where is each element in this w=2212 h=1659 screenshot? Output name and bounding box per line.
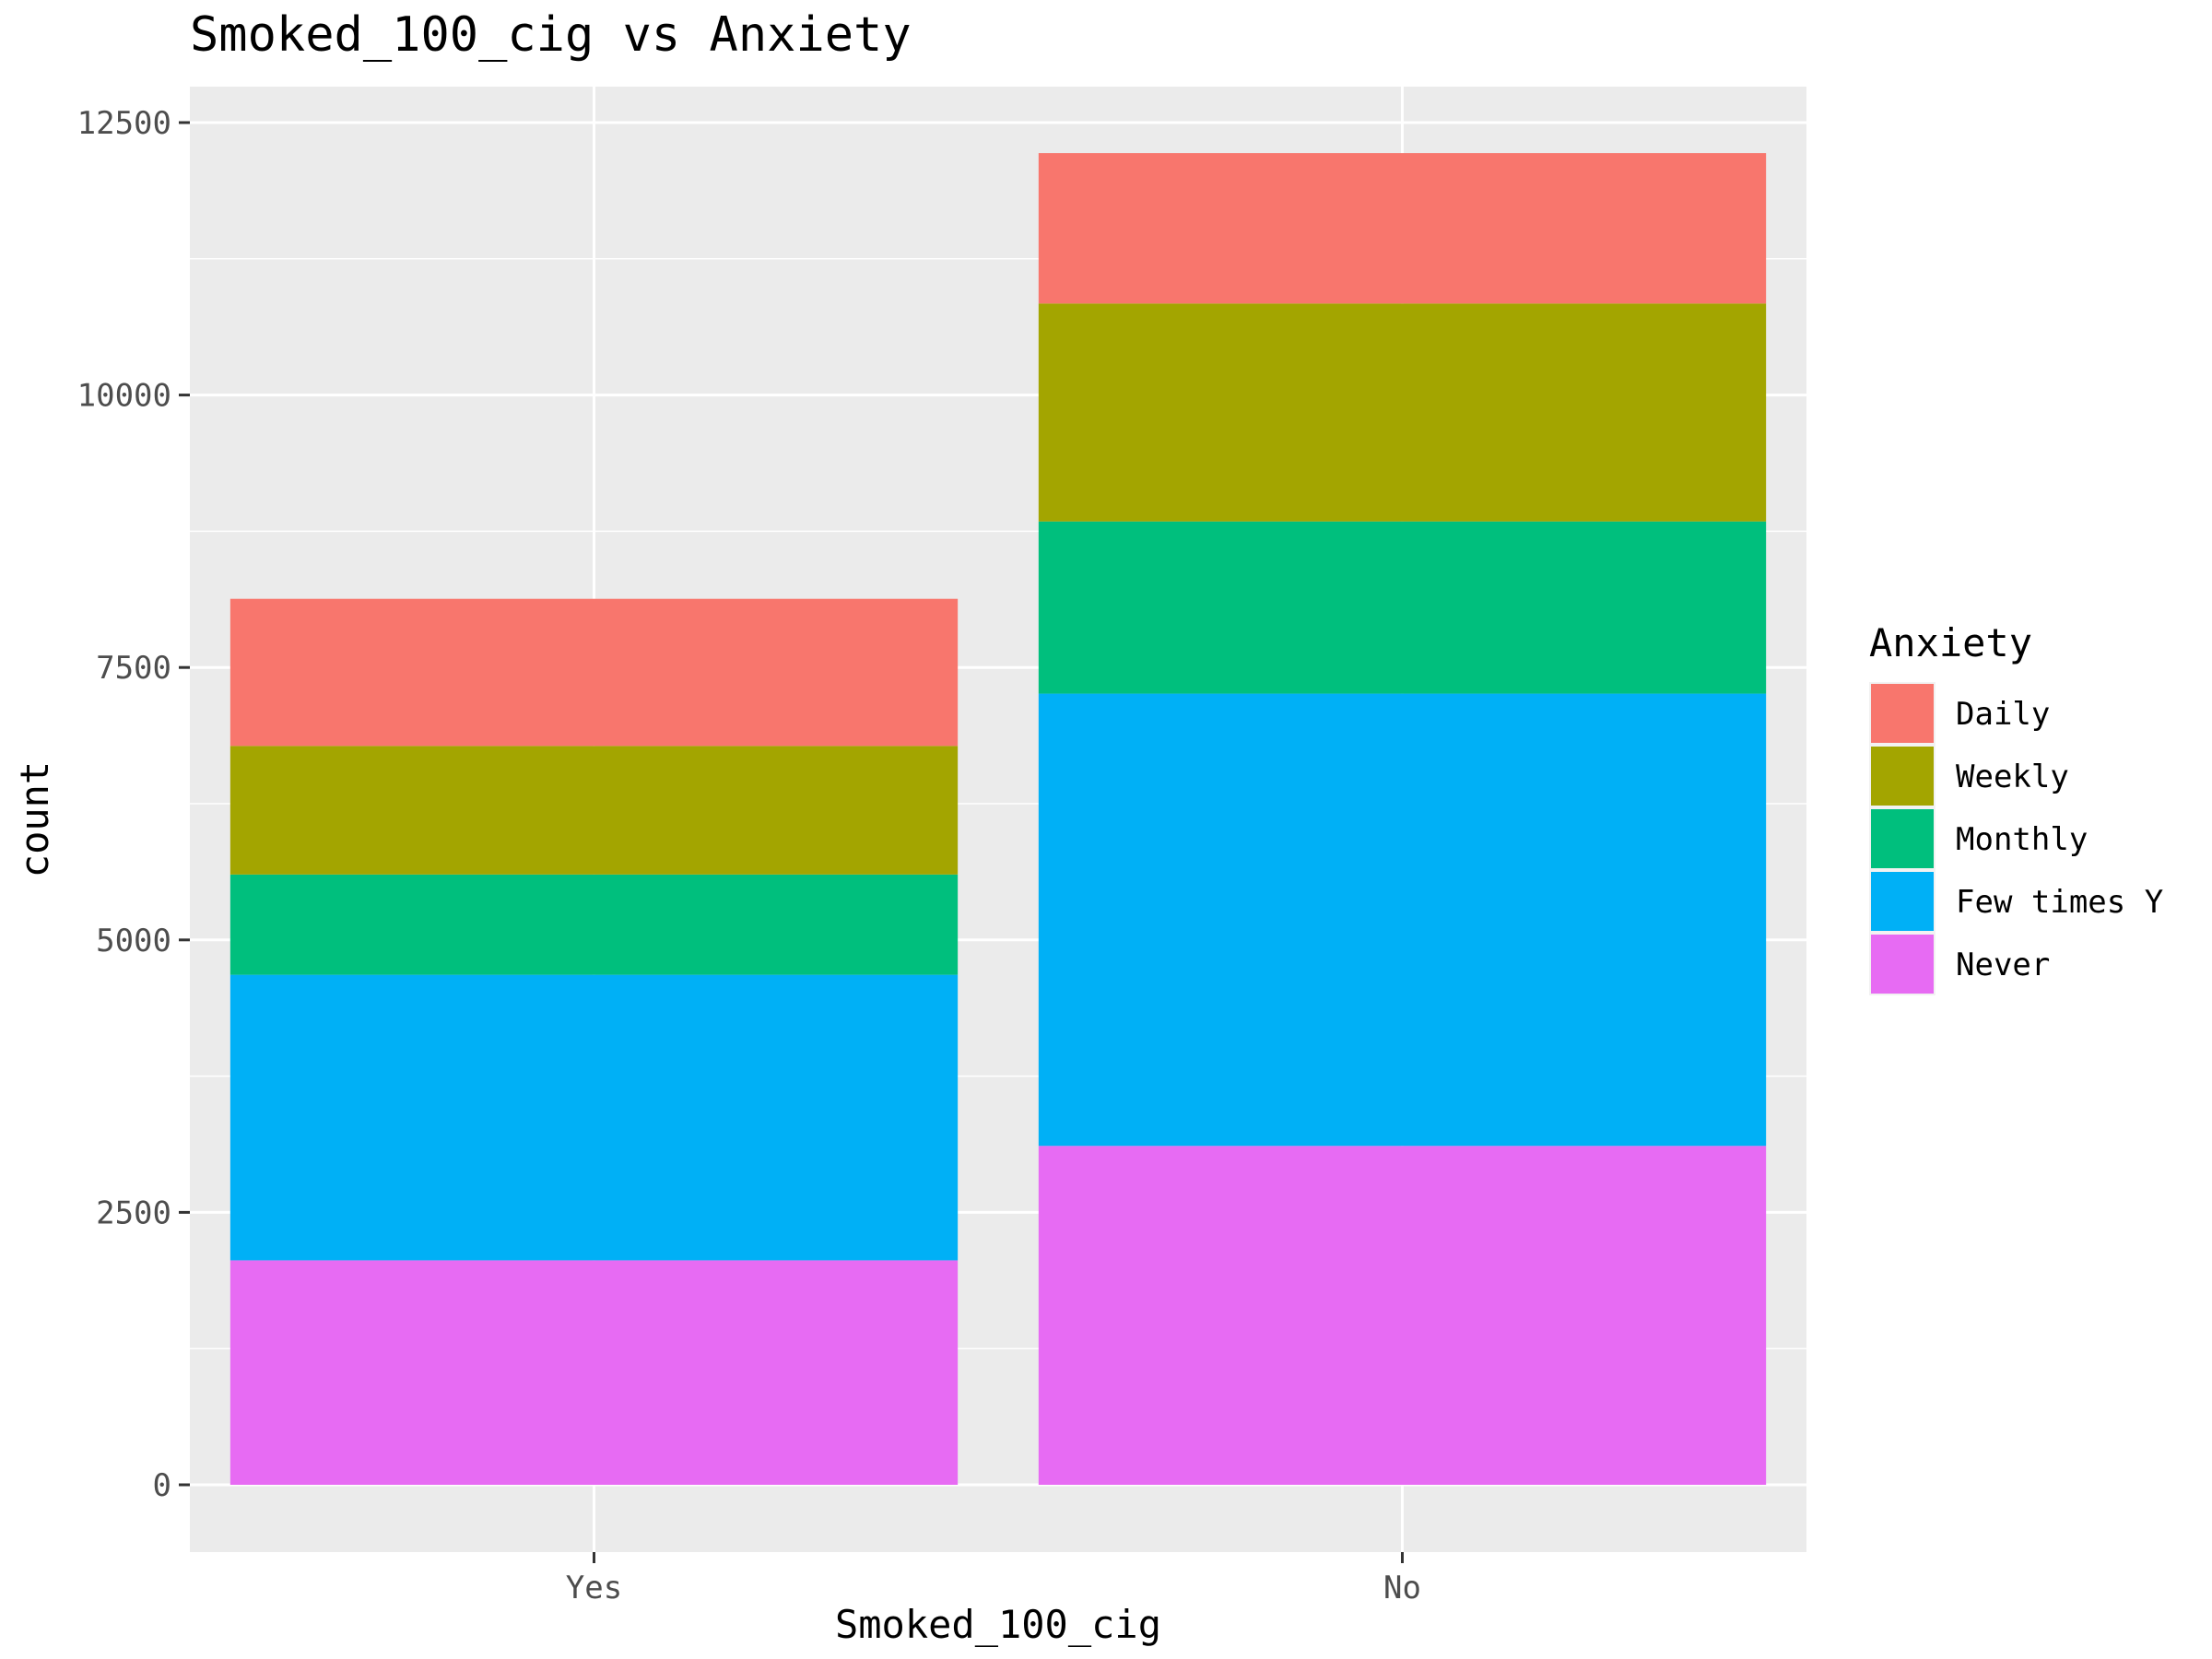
legend-swatch xyxy=(1871,747,1934,806)
legend-label: Never xyxy=(1956,947,2050,983)
legend-title: Anxiety xyxy=(1869,620,2032,665)
legend-label: Daily xyxy=(1956,696,2050,733)
legend-swatch xyxy=(1871,935,1934,994)
y-tick-label: 5000 xyxy=(96,923,171,959)
bar-segment xyxy=(229,974,959,1261)
bar-segment xyxy=(229,874,959,975)
x-axis: Yes No xyxy=(566,1552,1421,1606)
legend-swatch xyxy=(1871,809,1934,868)
bar-segment xyxy=(229,1260,959,1485)
chart-title: Smoked_100_cig vs Anxiety xyxy=(190,7,912,63)
legend-swatch xyxy=(1871,684,1934,743)
legend-swatch xyxy=(1871,872,1934,931)
y-tick-label: 0 xyxy=(153,1467,171,1504)
y-axis: 0 2500 5000 7500 10000 12500 xyxy=(77,105,190,1504)
legend-label: Monthly xyxy=(1956,821,2088,858)
x-tick-label: Yes xyxy=(566,1570,622,1606)
x-tick-label: No xyxy=(1383,1570,1421,1606)
bars xyxy=(229,153,1767,1485)
bar-segment xyxy=(1038,521,1767,694)
bar-segment xyxy=(229,598,959,747)
bar-segment xyxy=(1038,1146,1767,1485)
legend: Anxiety Daily Weekly Monthly Few times Y Nev… xyxy=(1869,620,2163,995)
y-tick-label: 7500 xyxy=(96,650,171,687)
y-tick-label: 2500 xyxy=(96,1194,171,1231)
y-tick-label: 12500 xyxy=(77,105,171,142)
legend-label: Few times Y xyxy=(1956,884,2163,921)
legend-label: Weekly xyxy=(1956,759,2069,795)
x-axis-title: Smoked_100_cig xyxy=(835,1602,1161,1647)
bar-segment xyxy=(1038,303,1767,522)
bar-segment xyxy=(1038,693,1767,1147)
y-axis-title: count xyxy=(12,761,57,877)
bar-segment xyxy=(229,746,959,875)
bar-segment xyxy=(1038,153,1767,304)
y-tick-label: 10000 xyxy=(77,378,171,415)
